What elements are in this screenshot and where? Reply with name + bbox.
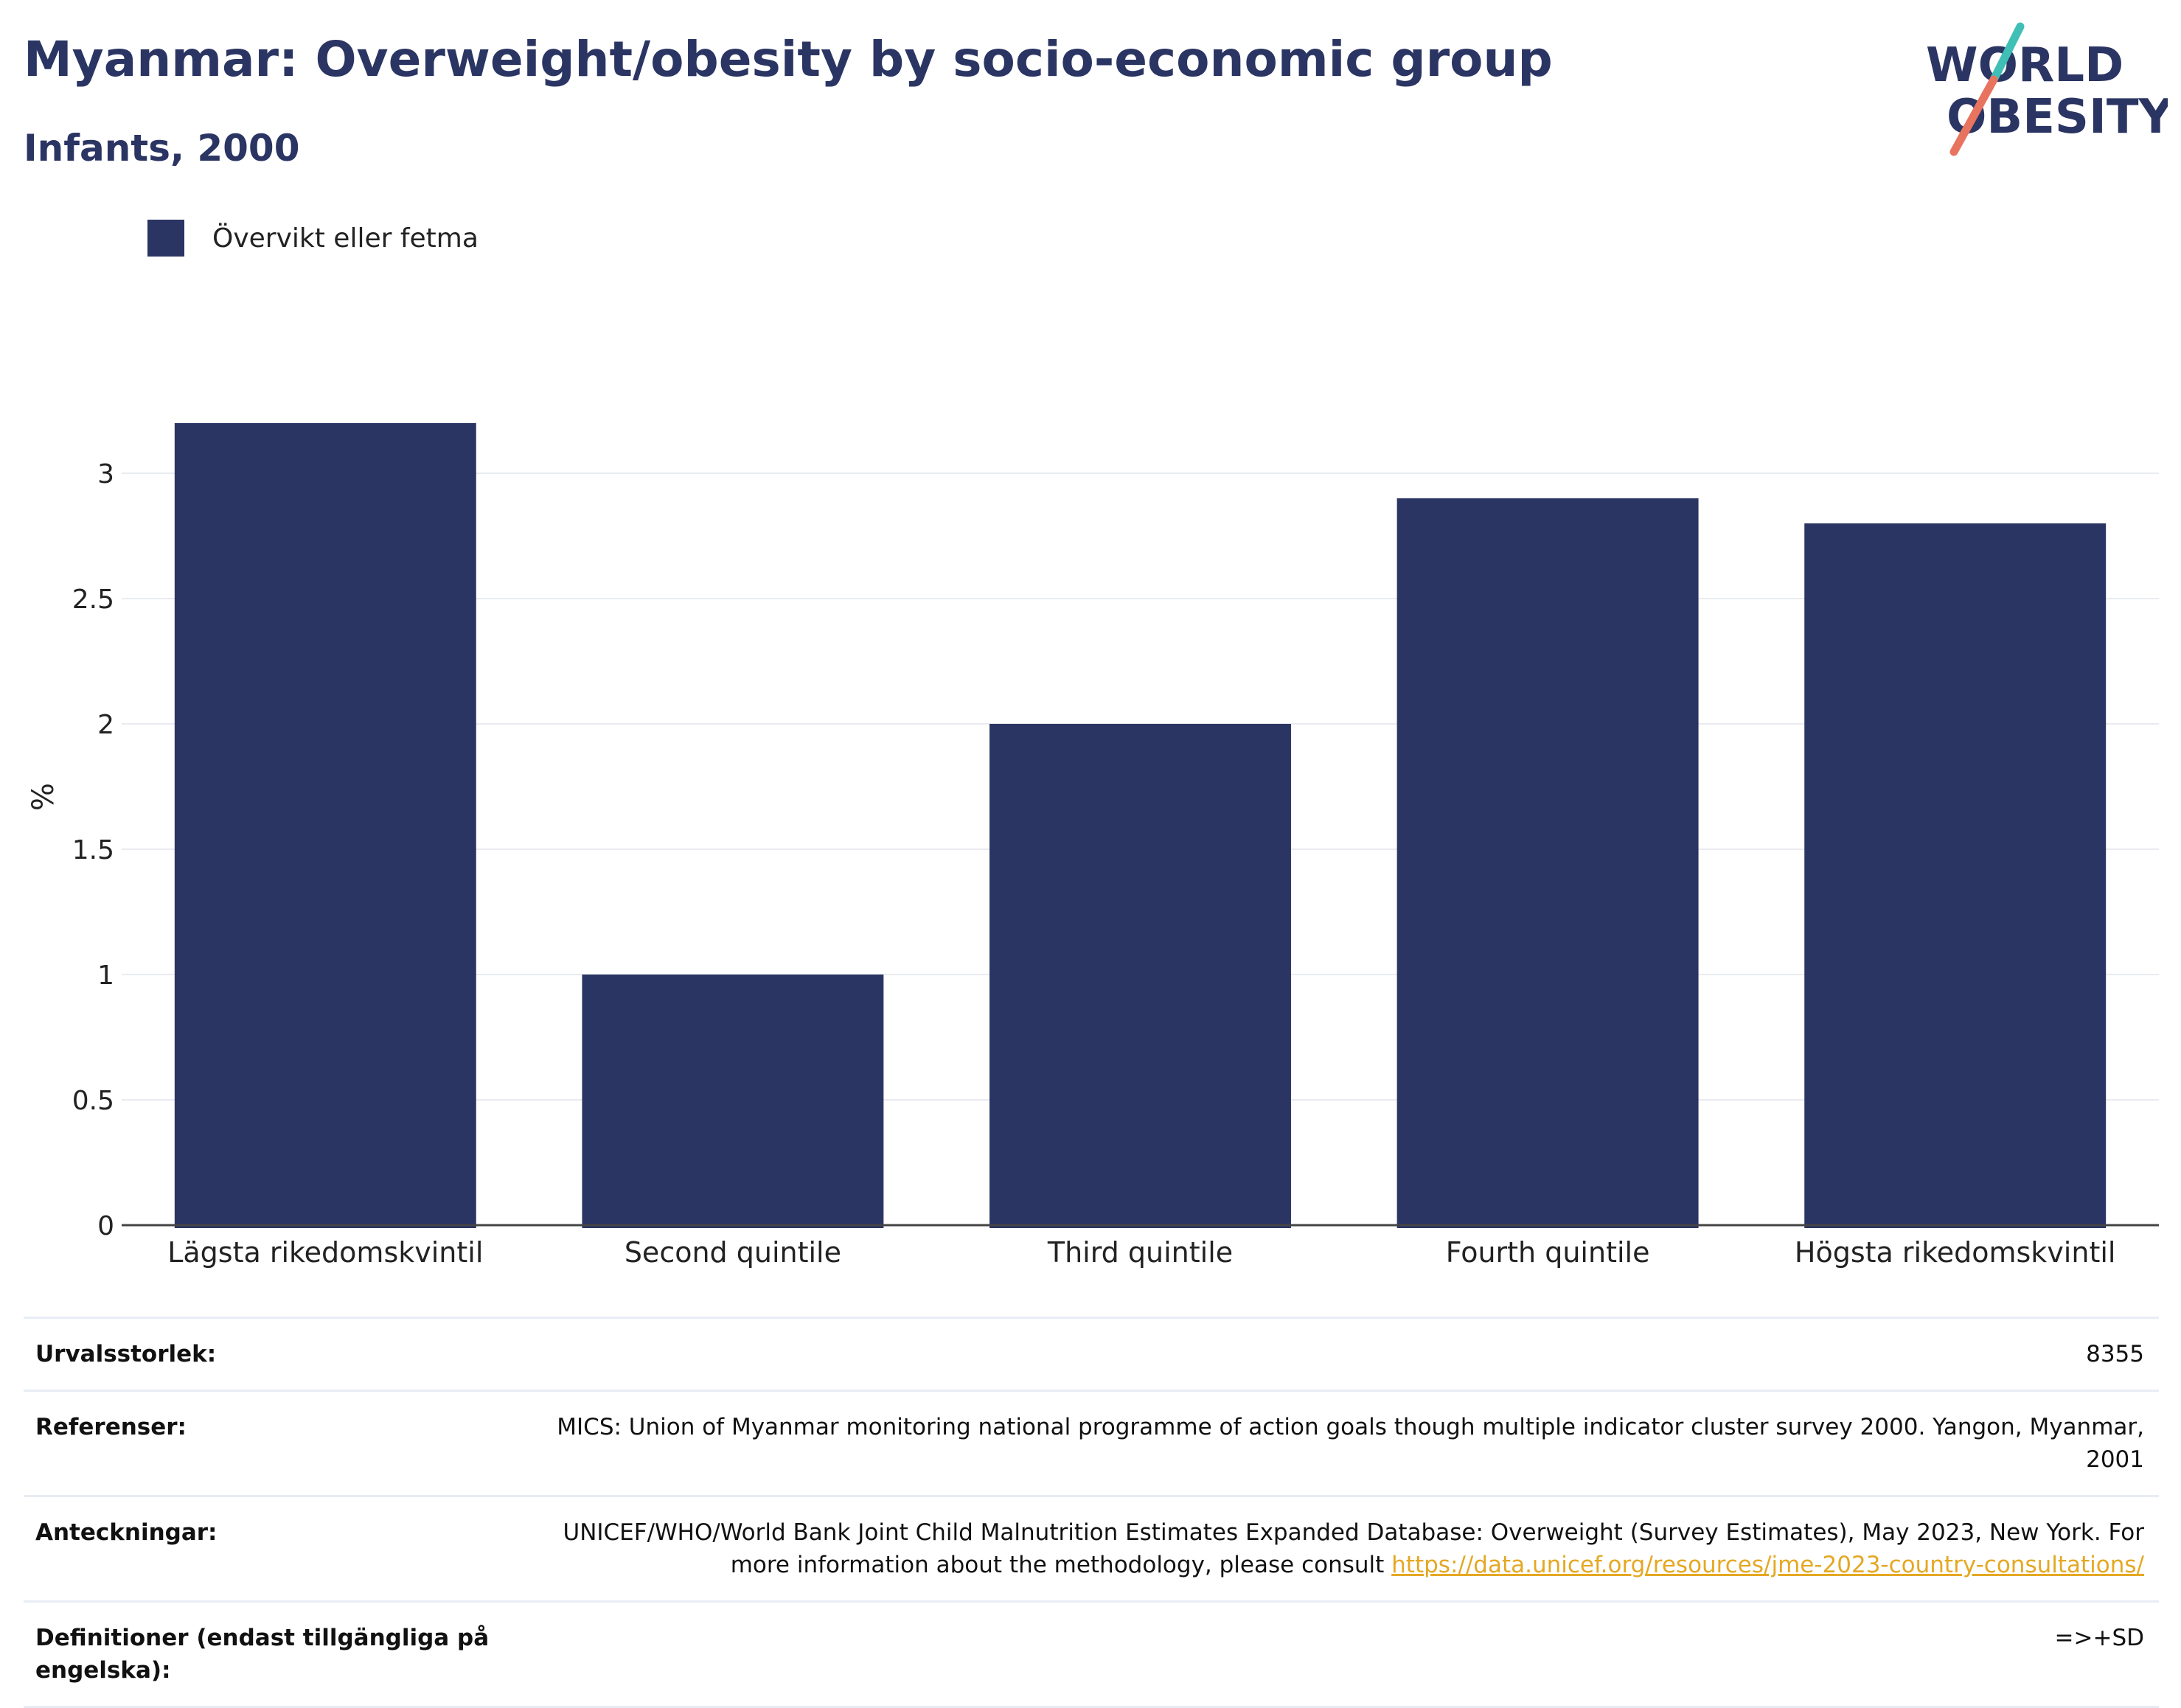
logo-text-world: WORLD [1926,38,2123,93]
legend[interactable]: Övervikt eller fetma [147,220,479,257]
page-title: Myanmar: Overweight/obesity by socio-eco… [24,31,1553,88]
info-row-notes: Anteckningar: UNICEF/WHO/World Bank Join… [24,1496,2159,1602]
x-tick-label: Second quintile [625,1236,841,1269]
page-subtitle: Infants, 2000 [24,127,300,170]
bars [174,423,2107,1228]
x-tick-label: Fourth quintile [1446,1236,1650,1269]
info-key: Referenser: [35,1414,187,1440]
info-row-references: Referenser: MICS: Union of Myanmar monit… [24,1390,2159,1496]
info-key: Urvalsstorlek: [35,1341,217,1367]
info-notes-text: UNICEF/WHO/World Bank Joint Child Malnut… [563,1519,2145,1578]
bar [1396,498,1699,1228]
y-tick-label: 3 [97,459,114,489]
methodology-link[interactable]: https://data.unicef.org/resources/jme-20… [1391,1552,2144,1578]
x-tick-label: Third quintile [1047,1236,1233,1269]
bar [582,975,884,1228]
x-labels: Lägsta rikedomskvintil Second quintile Thi… [167,1236,2115,1269]
info-row-sample-size: Urvalsstorlek: 8355 [24,1317,2159,1391]
logo-coral-slash [1949,75,1998,156]
legend-label: Övervikt eller fetma [212,223,479,254]
x-tick-label: Lägsta rikedomskvintil [167,1236,483,1269]
bar [1804,523,2107,1228]
y-tick-label: 2 [97,710,114,740]
info-table: Urvalsstorlek: 8355 Referenser: MICS: Un… [24,1317,2159,1708]
bar [989,724,1291,1228]
y-axis-label: % [27,783,60,811]
legend-swatch [147,220,184,257]
info-value: =>+SD [2054,1625,2144,1651]
info-value: 8355 [2086,1341,2144,1367]
y-tick-label: 1 [97,961,114,991]
info-row-definitions: Definitioner (endast tillgängliga på eng… [24,1601,2159,1707]
y-tick-label: 0 [97,1211,114,1241]
y-tick-label: 0.5 [72,1086,114,1116]
info-value-notes: UNICEF/WHO/World Bank Joint Child Malnut… [504,1496,2159,1602]
y-tick-label: 2.5 [72,585,114,615]
bar-chart: 0 0.5 1 1.5 2 2.5 3 Lägsta rikedomskvintil Seco… [27,423,2159,1269]
logo-teal-slash [1989,22,2025,84]
info-value: MICS: Union of Myanmar monitoring nation… [557,1414,2144,1473]
x-tick-label: Högsta rikedomskvintil [1795,1236,2116,1269]
y-tick-label: 1.5 [72,835,114,865]
info-key: Anteckningar: [35,1519,218,1546]
info-key: Definitioner (endast tillgängliga på eng… [35,1625,490,1684]
bar [174,423,476,1228]
y-ticks: 0 0.5 1 1.5 2 2.5 3 [72,459,114,1241]
world-obesity-logo: WORLD OBESITY [1926,22,2168,156]
